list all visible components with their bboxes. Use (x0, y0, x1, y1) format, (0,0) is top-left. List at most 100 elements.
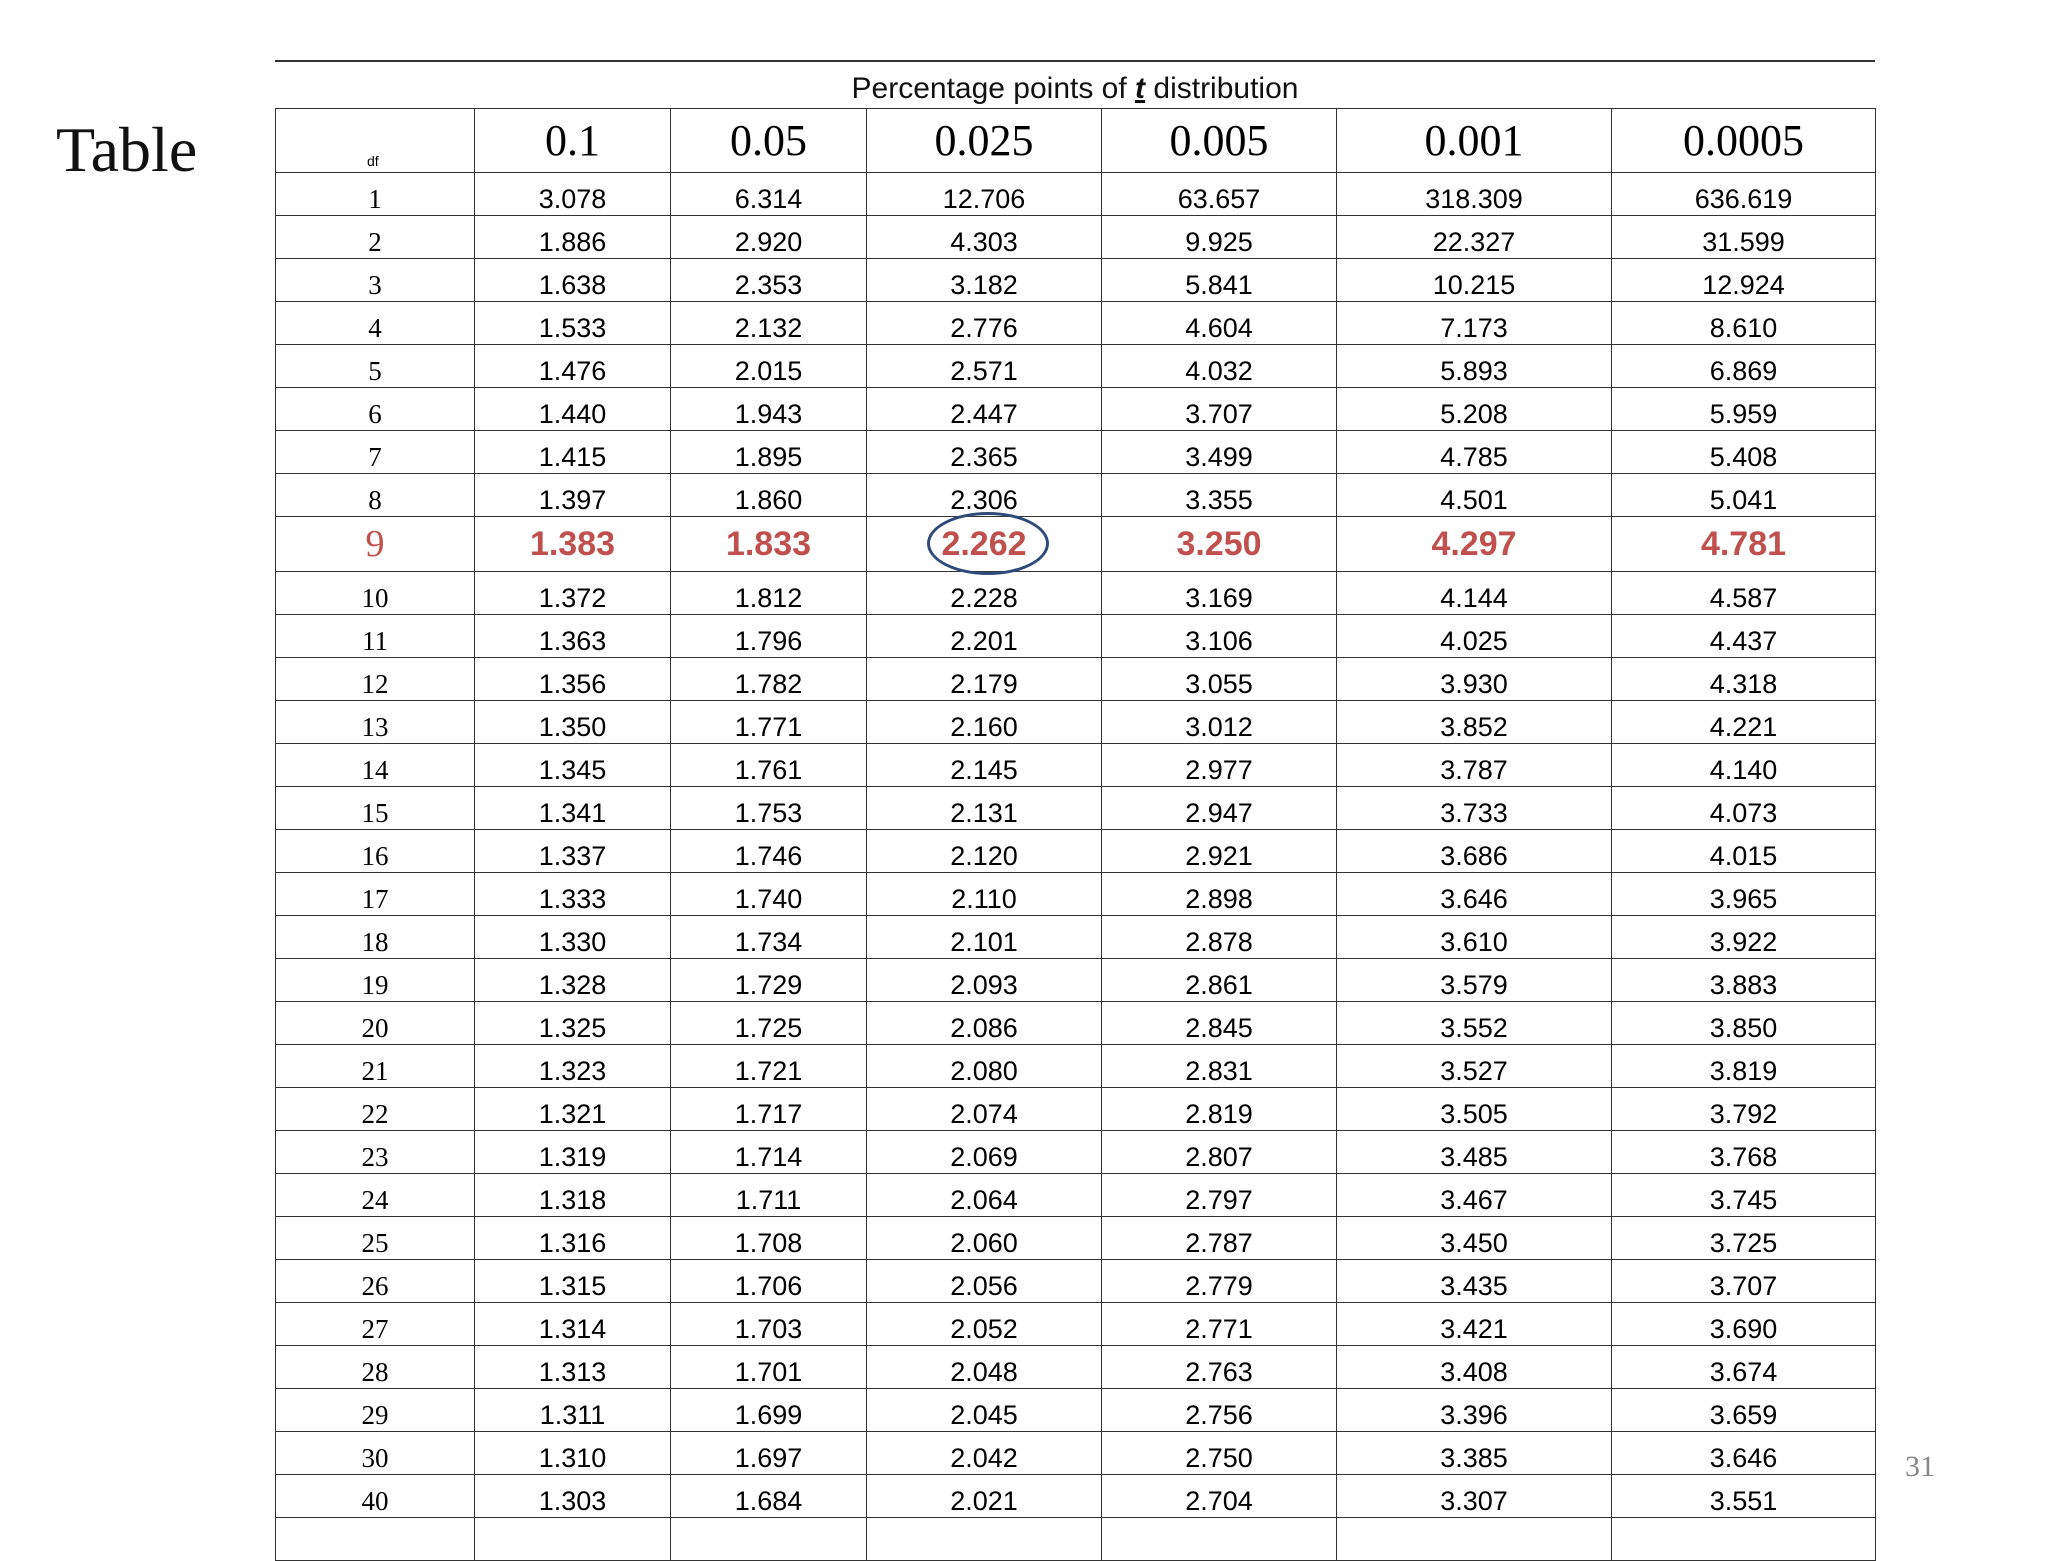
value-cell: 2.365 (866, 430, 1102, 474)
value-cell: 1.313 (474, 1345, 671, 1389)
value-cell: 2.571 (866, 344, 1102, 388)
value-cell: 2.831 (1101, 1044, 1337, 1088)
value-cell: 1.345 (474, 743, 671, 787)
value-cell: 3.078 (474, 172, 671, 216)
value-cell: 2.145 (866, 743, 1102, 787)
value-cell: 1.717 (670, 1087, 867, 1131)
df-cell: 13 (275, 700, 475, 744)
value-cell: 2.977 (1101, 743, 1337, 787)
value-cell: 2.704 (1101, 1474, 1337, 1518)
value-cell: 4.785 (1336, 430, 1612, 474)
value-cell: 1.684 (670, 1474, 867, 1518)
value-cell: 2.080 (866, 1044, 1102, 1088)
top-rule (275, 60, 1875, 62)
value-cell: 3.819 (1611, 1044, 1876, 1088)
column-header: 0.025 (866, 108, 1102, 173)
value-cell: 3.527 (1336, 1044, 1612, 1088)
table-row: 18 1.330 1.734 2.101 2.878 3.610 3.922 (275, 915, 1876, 959)
value-cell: 3.610 (1336, 915, 1612, 959)
table-row: 22 1.321 1.717 2.074 2.819 3.505 3.792 (275, 1087, 1876, 1131)
value-cell: 2.042 (866, 1431, 1102, 1475)
caption-t-symbol: t (1135, 72, 1146, 105)
table-row: 26 1.315 1.706 2.056 2.779 3.435 3.707 (275, 1259, 1876, 1303)
table-row: 13 1.350 1.771 2.160 3.012 3.852 4.221 (275, 700, 1876, 744)
value-cell: 3.385 (1336, 1431, 1612, 1475)
value-cell: 2.353 (670, 258, 867, 302)
df-header: df (275, 108, 475, 173)
df-cell: 2 (275, 215, 475, 259)
t-distribution-table: df 0.1 0.05 0.025 0.005 0.001 0.0005 1 3.… (275, 108, 1876, 1561)
value-cell: 1.812 (670, 571, 867, 615)
value-cell: 1.323 (474, 1044, 671, 1088)
value-cell: 2.920 (670, 215, 867, 259)
value-cell: 1.721 (670, 1044, 867, 1088)
table-row: 12 1.356 1.782 2.179 3.055 3.930 4.318 (275, 657, 1876, 701)
value-cell: 1.729 (670, 958, 867, 1002)
value-cell: 4.501 (1336, 473, 1612, 517)
value-cell: 1.697 (670, 1431, 867, 1475)
table-row: 2 1.886 2.920 4.303 9.925 22.327 31.599 (275, 215, 1876, 259)
df-cell: 20 (275, 1001, 475, 1045)
header-row: df 0.1 0.05 0.025 0.005 0.001 0.0005 (275, 108, 1876, 173)
df-cell: 11 (275, 614, 475, 658)
value-cell: 3.505 (1336, 1087, 1612, 1131)
table-row: 15 1.341 1.753 2.131 2.947 3.733 4.073 (275, 786, 1876, 830)
value-cell: 3.055 (1101, 657, 1337, 701)
value-cell: 2.797 (1101, 1173, 1337, 1217)
value-cell: 12.706 (866, 172, 1102, 216)
value-cell: 2.101 (866, 915, 1102, 959)
caption-prefix: Percentage points of (851, 72, 1136, 105)
value-cell: 1.318 (474, 1173, 671, 1217)
value-cell: 1.383 (474, 516, 671, 572)
value-cell: 2.015 (670, 344, 867, 388)
value-cell: 1.833 (670, 516, 867, 572)
df-cell: 6 (275, 387, 475, 431)
value-cell: 1.319 (474, 1130, 671, 1174)
value-cell: 1.734 (670, 915, 867, 959)
value-cell: 2.160 (866, 700, 1102, 744)
value-cell: 3.250 (1101, 516, 1337, 572)
value-cell: 1.699 (670, 1388, 867, 1432)
value-cell (1611, 1517, 1876, 1561)
value-cell: 2.750 (1101, 1431, 1337, 1475)
df-cell: 7 (275, 430, 475, 474)
value-cell: 3.745 (1611, 1173, 1876, 1217)
df-cell: 21 (275, 1044, 475, 1088)
table-row: 27 1.314 1.703 2.052 2.771 3.421 3.690 (275, 1302, 1876, 1346)
value-cell: 2.045 (866, 1388, 1102, 1432)
table-row: 24 1.318 1.711 2.064 2.797 3.467 3.745 (275, 1173, 1876, 1217)
value-cell: 1.350 (474, 700, 671, 744)
table-row: 40 1.303 1.684 2.021 2.704 3.307 3.551 (275, 1474, 1876, 1518)
value-cell: 1.314 (474, 1302, 671, 1346)
table-row: 16 1.337 1.746 2.120 2.921 3.686 4.015 (275, 829, 1876, 873)
table-row (275, 1517, 1876, 1561)
value-cell: 3.686 (1336, 829, 1612, 873)
value-cell: 1.943 (670, 387, 867, 431)
table-row: 11 1.363 1.796 2.201 3.106 4.025 4.437 (275, 614, 1876, 658)
table-row: 25 1.316 1.708 2.060 2.787 3.450 3.725 (275, 1216, 1876, 1260)
value-cell: 318.309 (1336, 172, 1612, 216)
value-cell: 2.056 (866, 1259, 1102, 1303)
value-cell (670, 1517, 867, 1561)
value-cell: 1.372 (474, 571, 671, 615)
df-cell: 8 (275, 473, 475, 517)
value-cell: 3.396 (1336, 1388, 1612, 1432)
value-cell: 2.110 (866, 872, 1102, 916)
value-cell: 1.533 (474, 301, 671, 345)
value-cell: 3.787 (1336, 743, 1612, 787)
value-cell: 3.768 (1611, 1130, 1876, 1174)
value-cell: 5.841 (1101, 258, 1337, 302)
page-number: 31 (1905, 1450, 1935, 1483)
df-cell: 12 (275, 657, 475, 701)
value-cell: 2.819 (1101, 1087, 1337, 1131)
value-cell: 2.120 (866, 829, 1102, 873)
value-cell: 3.169 (1101, 571, 1337, 615)
value-cell: 3.106 (1101, 614, 1337, 658)
value-cell: 2.756 (1101, 1388, 1337, 1432)
value-cell: 3.922 (1611, 915, 1876, 959)
value-cell: 2.131 (866, 786, 1102, 830)
value-cell: 2.779 (1101, 1259, 1337, 1303)
value-cell: 3.551 (1611, 1474, 1876, 1518)
df-cell: 9 (275, 516, 475, 572)
df-cell: 15 (275, 786, 475, 830)
